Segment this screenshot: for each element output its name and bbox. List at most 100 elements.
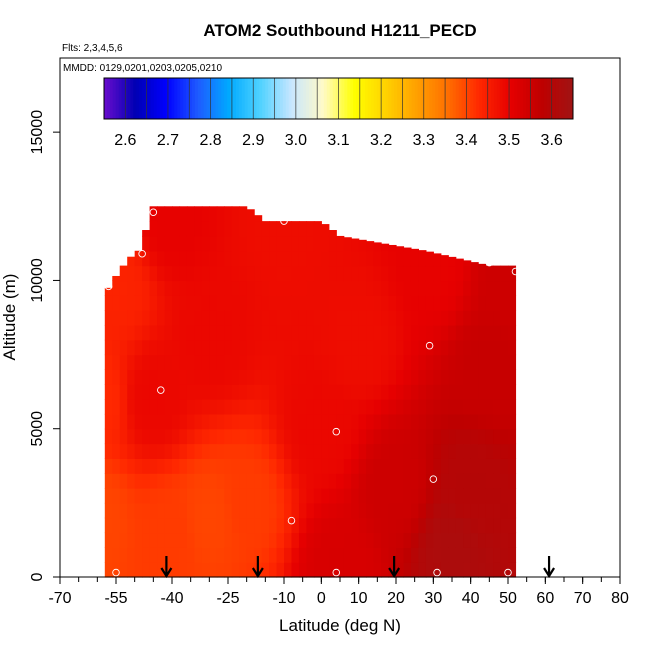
- heatmap-cell: [179, 384, 188, 400]
- heatmap-cell: [306, 413, 315, 430]
- colorbar-segment: [370, 78, 375, 119]
- heatmap-cell: [343, 265, 352, 282]
- heatmap-cell: [157, 532, 166, 548]
- x-axis: -70 -55 -40 -25 -10 0 10 20 30 40 50 60 70 80: [48, 576, 629, 607]
- heatmap-cell: [328, 384, 337, 400]
- heatmap-cell: [239, 250, 248, 267]
- heatmap-cell: [478, 547, 487, 563]
- heatmap-cell: [127, 473, 136, 489]
- heatmap-cell: [358, 310, 367, 326]
- y-axis-label: Altitude (m): [0, 274, 19, 361]
- heatmap-cell: [388, 250, 397, 267]
- heatmap-cell: [493, 354, 502, 370]
- heatmap-cell: [403, 369, 412, 385]
- heatmap-cell: [112, 324, 121, 341]
- heatmap-cell: [410, 384, 419, 400]
- heatmap-cell: [269, 473, 278, 489]
- heatmap-cell: [254, 532, 263, 548]
- heatmap-cell: [313, 235, 322, 252]
- heatmap-cell: [246, 502, 255, 519]
- heatmap-cell: [104, 310, 113, 326]
- colorbar-segment: [405, 78, 410, 119]
- heatmap-cell: [373, 280, 382, 296]
- heatmap-cell: [343, 354, 352, 370]
- heatmap-cell: [194, 354, 203, 370]
- heatmap-cell: [194, 384, 203, 400]
- heatmap-cell: [478, 443, 487, 459]
- heatmap-cell: [306, 280, 315, 296]
- heatmap-cell: [388, 413, 397, 430]
- heatmap-cell: [425, 339, 434, 356]
- heatmap-cell: [358, 369, 367, 385]
- heatmap-cell: [336, 280, 345, 296]
- heatmap-cell: [448, 547, 457, 563]
- heatmap-cell: [381, 517, 390, 534]
- heatmap-cell: [201, 562, 210, 578]
- heatmap-cell: [336, 488, 345, 504]
- heatmap-cell: [157, 324, 166, 341]
- heatmap-cell: [276, 488, 285, 504]
- heatmap-cell: [216, 310, 225, 326]
- heatmap-cell: [276, 458, 285, 474]
- colorbar-segment: [332, 78, 337, 119]
- heatmap-cell: [127, 256, 136, 267]
- heatmap-cell: [313, 458, 322, 474]
- heatmap-cell: [478, 488, 487, 504]
- colorbar-segment: [191, 78, 196, 119]
- heatmap-cell: [157, 443, 166, 459]
- heatmap-cell: [351, 488, 360, 504]
- sample-point: [287, 516, 296, 525]
- heatmap-cell: [164, 310, 173, 326]
- heatmap-cell: [284, 280, 293, 296]
- heatmap-cell: [224, 339, 233, 356]
- heatmap-cell: [321, 224, 330, 237]
- heatmap-cell: [328, 230, 337, 237]
- heatmap-cell: [246, 532, 255, 548]
- heatmap-cell: [381, 339, 390, 356]
- heatmap-cell: [448, 310, 457, 326]
- colorbar-segment: [490, 78, 495, 119]
- heatmap-cell: [194, 295, 203, 311]
- heatmap-cell: [343, 339, 352, 356]
- heatmap-cell: [418, 280, 427, 296]
- heatmap-cell: [440, 547, 449, 563]
- colorbar-segment: [317, 78, 322, 119]
- heatmap-cell: [261, 354, 270, 370]
- heatmap-cell: [231, 339, 240, 356]
- heatmap-cell: [403, 247, 412, 252]
- x-tick-label: 20: [387, 590, 405, 607]
- heatmap-cell: [410, 413, 419, 430]
- heatmap-cell: [276, 443, 285, 459]
- colorbar-segment: [262, 78, 266, 119]
- heatmap-cell: [500, 354, 509, 370]
- heatmap-cell: [478, 265, 487, 282]
- heatmap-cell: [254, 324, 263, 341]
- heatmap-cell: [396, 502, 405, 519]
- heatmap-cell: [328, 339, 337, 356]
- heatmap-cell: [343, 280, 352, 296]
- heatmap-cell: [246, 339, 255, 356]
- colorbar-segment: [505, 78, 510, 119]
- heatmap-cell: [381, 413, 390, 430]
- heatmap-cell: [224, 280, 233, 296]
- heatmap-cell: [112, 428, 121, 445]
- heatmap-cell: [418, 532, 427, 548]
- heatmap-cell: [388, 354, 397, 370]
- heatmap-cell: [493, 280, 502, 296]
- colorbar-segment: [493, 78, 498, 119]
- heatmap-cell: [448, 532, 457, 548]
- arrow-head: [543, 567, 555, 579]
- heatmap-cell: [396, 265, 405, 282]
- heatmap-cell: [463, 488, 472, 504]
- heatmap-cell: [336, 265, 345, 282]
- heatmap-cell: [366, 428, 375, 445]
- heatmap-cell: [201, 547, 210, 563]
- heatmap-cell: [336, 473, 345, 489]
- heatmap-cell: [209, 221, 218, 237]
- heatmap-cell: [112, 458, 121, 474]
- colorbar-segment: [174, 78, 178, 119]
- heatmap-cell: [396, 384, 405, 400]
- colorbar-segment: [320, 78, 325, 119]
- heatmap-cell: [172, 250, 181, 267]
